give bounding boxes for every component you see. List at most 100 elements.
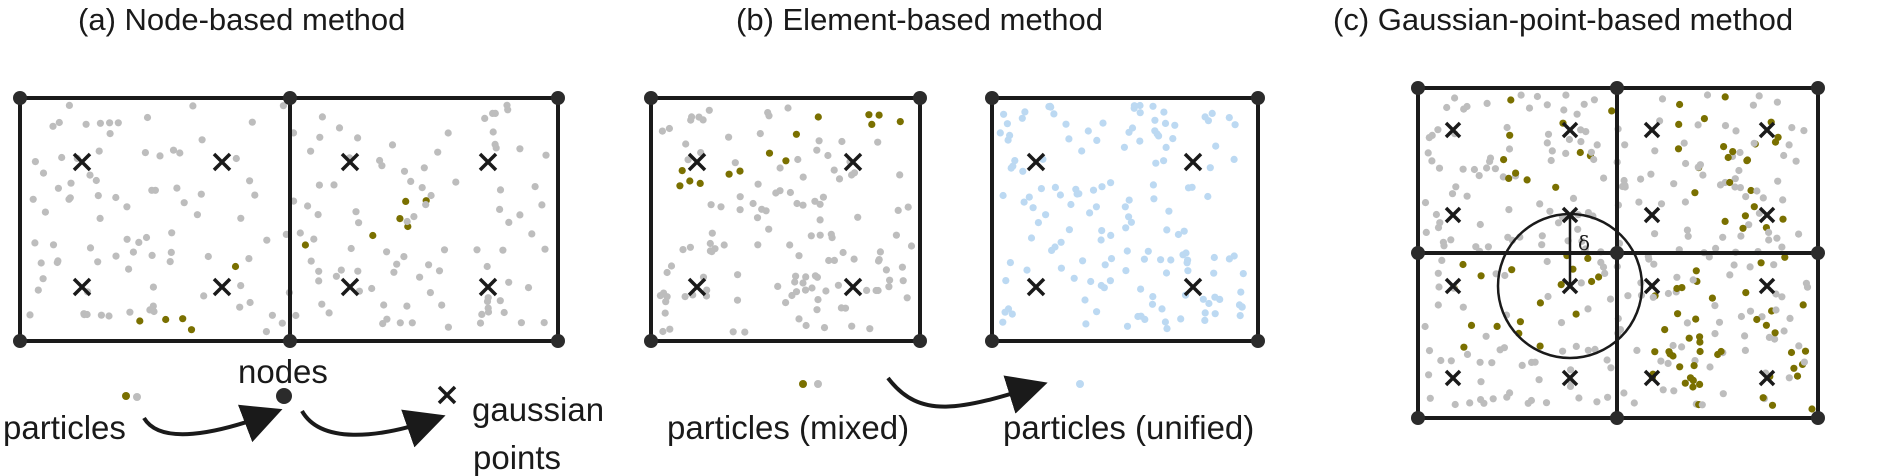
olive-particle-icon	[1771, 138, 1780, 146]
grey-particle-icon	[452, 178, 460, 186]
grey-particle-icon	[237, 214, 245, 222]
grey-particle-icon	[1554, 219, 1563, 227]
grey-particle-icon	[825, 256, 833, 265]
grey-particle-icon	[58, 153, 66, 162]
grey-particle-icon	[1699, 171, 1707, 179]
grey-particle-icon	[1741, 332, 1749, 340]
grey-particle-icon	[1476, 358, 1484, 366]
particles-mixed-label: particles (mixed)	[667, 409, 909, 446]
blue-particle-icon	[1161, 318, 1169, 326]
grey-particle-icon	[1517, 91, 1525, 99]
grey-particle-icon	[176, 149, 184, 157]
grey-particle-icon	[94, 192, 102, 200]
olive-particle-icon	[1696, 333, 1704, 341]
grey-particle-icon	[1673, 273, 1681, 281]
blue-particle-icon	[1158, 305, 1166, 313]
olive-particle-icon	[396, 215, 404, 223]
blue-particle-icon	[1152, 159, 1160, 167]
blue-particle-icon	[1121, 203, 1129, 211]
grey-particle-icon	[1774, 177, 1782, 185]
grey-particle-icon	[481, 114, 489, 122]
blue-particle-icon	[1006, 131, 1014, 139]
grey-particle-icon	[1620, 389, 1628, 397]
grey-particle-icon	[776, 187, 784, 195]
grey-particle-icon	[1593, 398, 1601, 406]
grey-particle-icon	[1772, 306, 1780, 314]
blue-particle-icon	[1122, 267, 1130, 275]
olive-particle-icon	[1552, 183, 1560, 191]
grey-particle-icon	[503, 101, 511, 109]
grey-particle-icon	[874, 286, 882, 295]
cross-x-icon	[437, 385, 457, 405]
grey-particle-icon	[834, 281, 843, 289]
grey-particle-icon	[337, 266, 345, 274]
grey-particle-icon	[854, 213, 862, 221]
olive-particle-icon	[369, 231, 377, 240]
grey-particle-icon	[1689, 276, 1697, 284]
grey-particle-icon	[473, 246, 481, 254]
grey-particle-icon	[819, 193, 828, 201]
blue-particle-icon	[1163, 226, 1171, 234]
grey-particle-icon	[292, 311, 300, 320]
blue-particle-icon	[1084, 127, 1092, 135]
cross-x-icon	[1444, 369, 1462, 387]
grey-particle-icon	[505, 218, 513, 226]
blue-particle-icon	[1027, 234, 1036, 242]
panel-b-mesh	[649, 96, 1260, 343]
grey-particle-icon	[1548, 147, 1556, 155]
blue-particle-icon	[1057, 238, 1065, 246]
grey-particle-icon	[307, 257, 315, 265]
grey-particle-icon	[1746, 263, 1754, 271]
grey-particle-icon	[792, 288, 801, 296]
olive-particle-icon	[1460, 343, 1468, 351]
olive-particle-icon	[1762, 321, 1770, 329]
grey-particle-icon	[894, 206, 902, 214]
blue-particle-icon	[1125, 213, 1133, 221]
grey-particle-icon	[388, 141, 397, 149]
grey-particle-icon	[1566, 382, 1575, 390]
blue-particle-icon	[1056, 191, 1064, 199]
olive-particle-icon	[1676, 363, 1684, 371]
grey-particle-icon	[1477, 396, 1485, 404]
grey-particle-icon	[1426, 394, 1434, 402]
blue-particle-icon	[1137, 285, 1145, 293]
blue-particle-icon	[1127, 218, 1135, 226]
grey-particle-icon	[410, 213, 418, 221]
grey-particle-icon	[1682, 159, 1690, 168]
grey-particle-icon	[1765, 228, 1773, 236]
grey-particle-icon	[1546, 207, 1554, 215]
grey-particle-icon	[1547, 156, 1555, 165]
grey-particle-icon	[830, 166, 838, 174]
grey-particle-icon	[1544, 130, 1553, 138]
grey-particle-icon	[839, 248, 847, 257]
cross-x-icon	[1643, 121, 1661, 139]
grey-particle-icon	[55, 118, 63, 127]
grey-particle-icon	[491, 109, 499, 117]
grey-particle-icon	[1572, 342, 1580, 350]
panel-a-nodes	[13, 91, 565, 348]
grey-particle-icon	[1459, 165, 1467, 173]
olive-particle-icon	[301, 241, 309, 249]
blue-particle-icon	[1162, 269, 1171, 277]
blue-particle-icon	[1025, 193, 1033, 201]
panel-a-particles	[26, 101, 550, 336]
grey-particle-icon	[1778, 243, 1786, 251]
olive-particle-icon	[1689, 383, 1697, 391]
olive-particle-icon	[1512, 169, 1520, 177]
olive-particle-icon	[1691, 189, 1699, 197]
grey-particle-icon	[126, 308, 134, 316]
grey-particle-icon	[1780, 151, 1788, 160]
olive-particle-icon	[1459, 260, 1467, 269]
grey-particle-icon	[1451, 94, 1459, 102]
grey-particle-icon	[383, 248, 391, 256]
grey-particle-icon	[114, 119, 122, 127]
olive-particle-icon	[1753, 315, 1761, 324]
grey-particle-icon	[899, 277, 907, 285]
olive-particle-icon	[1477, 272, 1485, 280]
grey-particle-icon	[835, 175, 844, 183]
blue-particle-icon	[1002, 277, 1010, 285]
panel-b-element-mixed	[649, 96, 922, 343]
grey-particle-icon	[318, 113, 326, 121]
blue-particle-icon	[1123, 247, 1131, 255]
